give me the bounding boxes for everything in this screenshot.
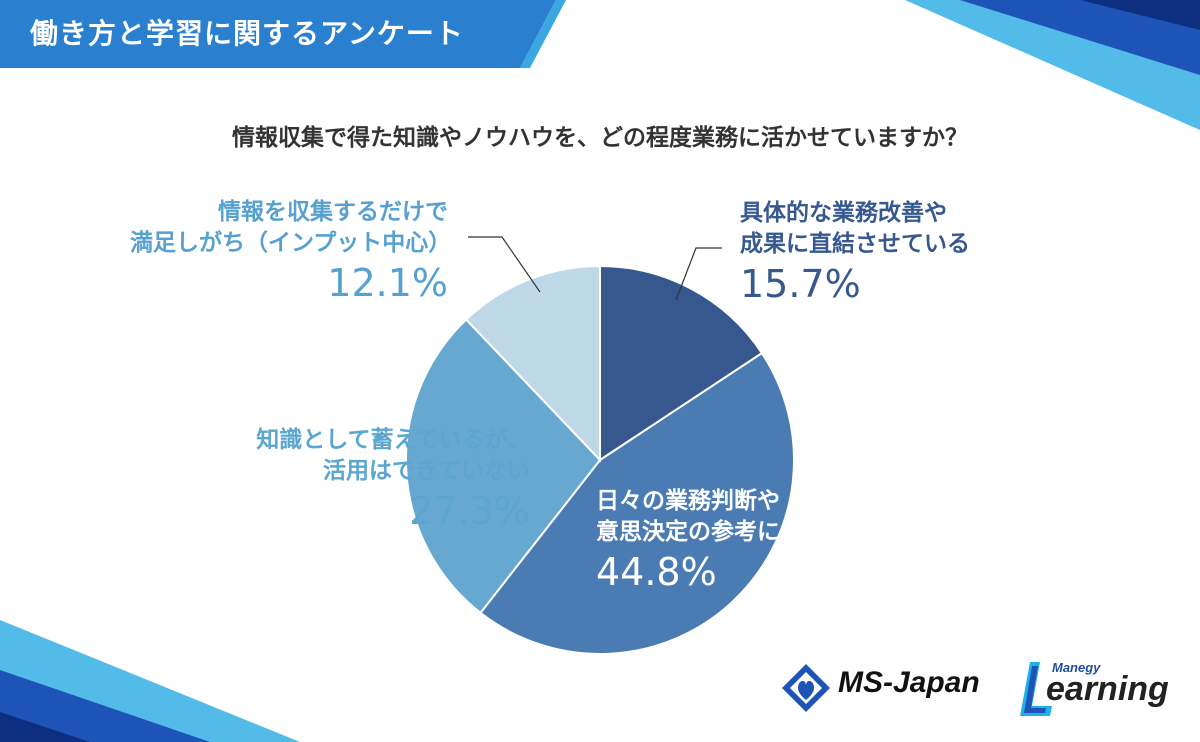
slice-label-1-line-2: 意思決定の参考にしている bbox=[596, 519, 872, 545]
leader-line-slice-3 bbox=[468, 236, 541, 293]
slice-value-3: 12.1% bbox=[327, 261, 448, 305]
leader-line-slice-0 bbox=[675, 247, 722, 301]
slice-label-0-line-1: 具体的な業務改善や bbox=[740, 200, 947, 226]
pie-slice-0 bbox=[599, 264, 764, 462]
pie-slice-2 bbox=[405, 318, 602, 615]
slice-label-2-line-2: 活用はできていない bbox=[323, 458, 530, 484]
slice-label-2: 知識として蓄えているが、 活用はできていない 27.3% bbox=[230, 425, 530, 535]
slice-label-0: 具体的な業務改善や 成果に直結させている 15.7% bbox=[740, 198, 970, 308]
title-banner-shape bbox=[0, 0, 556, 68]
manegy-learning-logo: Manegy earning bbox=[1018, 654, 1169, 724]
title-banner-edge bbox=[520, 0, 566, 68]
pie-slice-3 bbox=[464, 264, 601, 463]
slice-label-1-line-1: 日々の業務判断や bbox=[596, 488, 780, 514]
slice-label-2-line-1: 知識として蓄えているが、 bbox=[256, 427, 530, 453]
slice-label-3: 情報を収集するだけで 満足しがち（インプット中心） 12.1% bbox=[130, 197, 452, 307]
slice-value-2: 27.3% bbox=[409, 489, 530, 533]
slice-label-0-line-2: 成果に直結させている bbox=[740, 231, 970, 257]
survey-question: 情報収集で得た知識やノウハウを、どの程度業務に活かせていますか？ bbox=[232, 125, 968, 151]
manegy-learning-l-icon bbox=[1020, 662, 1052, 716]
pie-slice-1 bbox=[479, 351, 796, 655]
slice-value-0: 15.7% bbox=[740, 262, 861, 306]
stripe-top-right-2 bbox=[960, 0, 1200, 75]
manegy-logo-big-text: earning bbox=[1046, 670, 1169, 708]
ms-japan-logo: MS-Japan bbox=[780, 660, 1000, 716]
stripe-top-right-3 bbox=[1080, 0, 1200, 30]
stripe-bottom-left-2 bbox=[0, 670, 210, 742]
ms-japan-logo-text: MS-Japan bbox=[838, 666, 980, 699]
slice-label-3-line-2: 満足しがち（インプット中心） bbox=[130, 230, 452, 256]
ms-japan-emblem-icon bbox=[782, 664, 830, 712]
stripe-bottom-left-3 bbox=[0, 712, 90, 742]
slice-value-1: 44.8% bbox=[596, 550, 717, 594]
slice-label-3-line-1: 情報を収集するだけで bbox=[218, 199, 448, 225]
page-title: 働き方と学習に関するアンケート bbox=[30, 17, 464, 50]
manegy-logo-small-text: Manegy bbox=[1052, 660, 1101, 675]
slice-label-1: 日々の業務判断や 意思決定の参考にしている 44.8% bbox=[596, 486, 871, 596]
